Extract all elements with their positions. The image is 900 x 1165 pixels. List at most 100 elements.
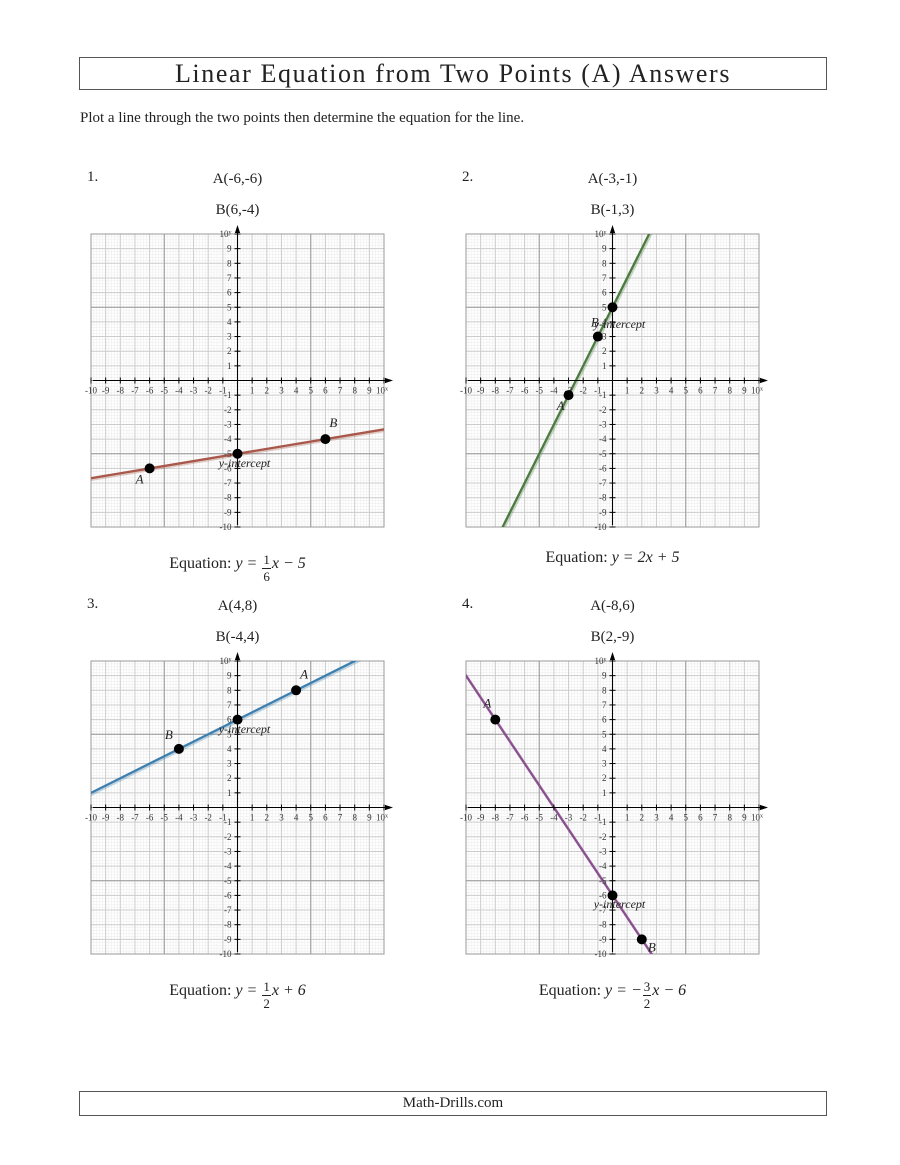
svg-text:3: 3	[602, 759, 607, 769]
svg-text:-9: -9	[224, 507, 232, 517]
svg-text:-3: -3	[190, 813, 198, 823]
svg-text:3: 3	[279, 813, 284, 823]
svg-text:8: 8	[602, 685, 607, 695]
svg-text:-10: -10	[220, 949, 232, 959]
svg-text:-6: -6	[521, 813, 529, 823]
svg-text:6: 6	[698, 386, 703, 396]
svg-text:4: 4	[294, 386, 299, 396]
svg-text:7: 7	[713, 386, 718, 396]
svg-text:5: 5	[309, 386, 314, 396]
svg-text:6: 6	[602, 288, 607, 298]
svg-text:-7: -7	[131, 813, 139, 823]
svg-text:-6: -6	[146, 386, 154, 396]
svg-text:-9: -9	[102, 386, 110, 396]
svg-text:-7: -7	[131, 386, 139, 396]
svg-text:-3: -3	[599, 846, 607, 856]
svg-text:-5: -5	[161, 813, 169, 823]
svg-text:-2: -2	[599, 832, 607, 842]
svg-text:1: 1	[227, 361, 232, 371]
svg-text:1: 1	[227, 788, 232, 798]
svg-text:A: A	[482, 696, 491, 711]
svg-text:7: 7	[338, 813, 343, 823]
svg-text:-8: -8	[599, 493, 607, 503]
svg-text:-3: -3	[190, 386, 198, 396]
svg-text:9: 9	[742, 386, 747, 396]
svg-text:-9: -9	[102, 813, 110, 823]
svg-text:5: 5	[309, 813, 314, 823]
svg-text:-10: -10	[460, 813, 472, 823]
svg-text:-7: -7	[506, 813, 514, 823]
svg-text:B: B	[329, 415, 337, 430]
svg-text:-4: -4	[175, 813, 183, 823]
svg-text:9: 9	[602, 671, 607, 681]
svg-text:7: 7	[713, 813, 718, 823]
svg-text:6: 6	[602, 715, 607, 725]
svg-text:3: 3	[227, 332, 232, 342]
svg-text:-2: -2	[224, 405, 232, 415]
svg-text:-4: -4	[550, 386, 558, 396]
svg-text:4: 4	[669, 386, 674, 396]
svg-text:-2: -2	[579, 386, 587, 396]
svg-text:2: 2	[640, 813, 645, 823]
svg-text:9: 9	[367, 386, 372, 396]
svg-text:8: 8	[227, 685, 232, 695]
svg-text:-2: -2	[204, 386, 212, 396]
svg-text:-7: -7	[506, 386, 514, 396]
svg-text:-3: -3	[565, 813, 573, 823]
svg-text:-7: -7	[599, 478, 607, 488]
svg-text:8: 8	[352, 813, 357, 823]
svg-text:1: 1	[625, 386, 630, 396]
svg-text:3: 3	[654, 386, 659, 396]
svg-text:7: 7	[602, 273, 607, 283]
svg-text:-10: -10	[460, 386, 472, 396]
svg-text:-1: -1	[224, 390, 232, 400]
svg-text:-8: -8	[599, 920, 607, 930]
svg-text:-3: -3	[224, 846, 232, 856]
svg-text:A: A	[556, 398, 565, 413]
svg-text:2: 2	[602, 773, 607, 783]
svg-text:-6: -6	[224, 890, 232, 900]
svg-text:3: 3	[279, 386, 284, 396]
svg-text:5: 5	[227, 302, 232, 312]
svg-text:-3: -3	[599, 419, 607, 429]
svg-text:4: 4	[294, 813, 299, 823]
svg-text:-4: -4	[550, 813, 558, 823]
svg-text:3: 3	[654, 813, 659, 823]
svg-text:-8: -8	[492, 813, 500, 823]
svg-text:8: 8	[352, 386, 357, 396]
svg-text:4: 4	[669, 813, 674, 823]
svg-text:7: 7	[338, 386, 343, 396]
svg-text:-8: -8	[224, 493, 232, 503]
svg-text:1: 1	[250, 813, 255, 823]
svg-text:-5: -5	[536, 386, 544, 396]
svg-text:2: 2	[640, 386, 645, 396]
svg-text:6: 6	[323, 386, 328, 396]
svg-text:2: 2	[265, 386, 270, 396]
svg-text:2: 2	[602, 346, 607, 356]
svg-text:6: 6	[698, 813, 703, 823]
svg-text:-8: -8	[224, 920, 232, 930]
svg-text:A: A	[299, 666, 308, 681]
svg-text:7: 7	[227, 273, 232, 283]
svg-text:-4: -4	[175, 386, 183, 396]
svg-text:1: 1	[602, 788, 607, 798]
svg-text:-4: -4	[224, 861, 232, 871]
svg-text:-2: -2	[599, 405, 607, 415]
svg-text:-10: -10	[85, 813, 97, 823]
svg-text:-9: -9	[599, 934, 607, 944]
svg-text:2: 2	[227, 346, 232, 356]
svg-text:5: 5	[684, 386, 689, 396]
svg-text:8: 8	[602, 258, 607, 268]
svg-text:-9: -9	[599, 507, 607, 517]
svg-text:-4: -4	[224, 434, 232, 444]
svg-text:4: 4	[227, 317, 232, 327]
svg-text:-2: -2	[204, 813, 212, 823]
svg-text:-5: -5	[161, 386, 169, 396]
svg-text:7: 7	[602, 700, 607, 710]
svg-text:8: 8	[727, 813, 732, 823]
svg-text:-10: -10	[85, 386, 97, 396]
svg-text:4: 4	[227, 744, 232, 754]
svg-text:9: 9	[227, 671, 232, 681]
svg-text:1: 1	[625, 813, 630, 823]
svg-text:-5: -5	[224, 876, 232, 886]
